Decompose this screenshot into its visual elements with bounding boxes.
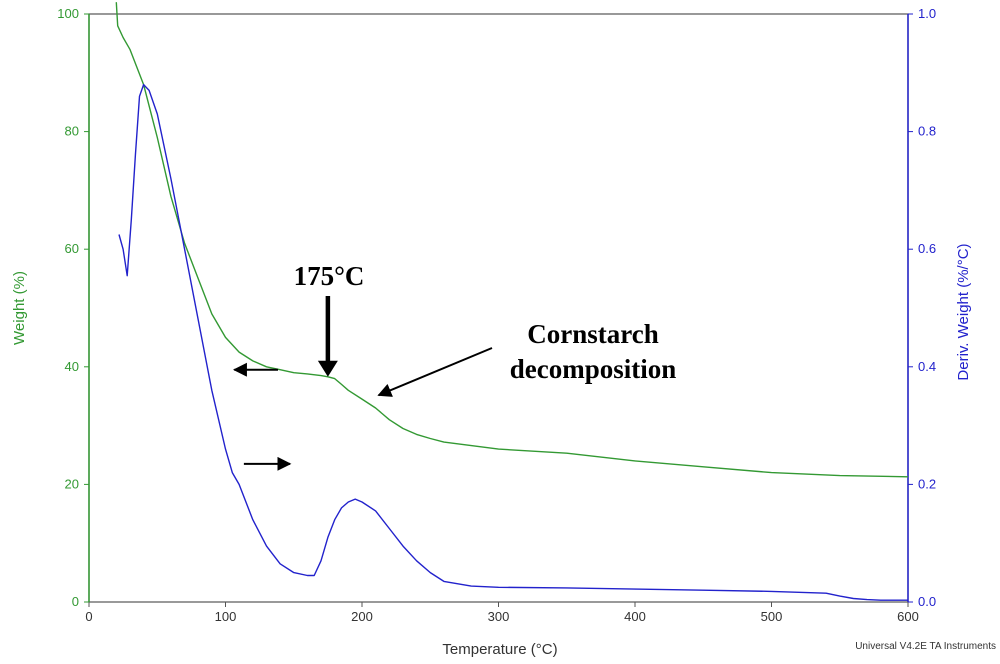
plot-frame — [88, 13, 909, 603]
derivative-curve — [118, 83, 908, 601]
x-tick-label: 500 — [761, 609, 783, 624]
weight-curve — [115, 2, 909, 478]
instrument-footer: Universal V4.2E TA Instruments — [855, 641, 996, 652]
y-right-tick-label: 0.0 — [918, 594, 936, 609]
x-tick-label: 300 — [488, 609, 510, 624]
peak-temperature-label: 175°C — [294, 261, 365, 291]
y-left-tick-label: 40 — [65, 359, 79, 374]
x-tick-label: 200 — [351, 609, 373, 624]
y-right-tick-label: 0.4 — [918, 359, 936, 374]
x-tick-label: 400 — [624, 609, 646, 624]
y-left-tick-label: 60 — [65, 241, 79, 256]
y-right-tick-label: 0.6 — [918, 241, 936, 256]
x-axis-title: Temperature (°C) — [442, 641, 557, 658]
y-left-tick-label: 100 — [57, 6, 79, 21]
y-right-axis-title: Deriv. Weight (%/°C) — [955, 243, 972, 380]
y-left-tick-label: 0 — [72, 594, 79, 609]
peak-arrow-head — [317, 360, 338, 377]
x-tick-label: 100 — [215, 609, 237, 624]
decomposition-arrow — [377, 347, 493, 397]
y-right-tick-label: 0.8 — [918, 124, 936, 139]
x-tick-label: 0 — [85, 609, 92, 624]
decomposition-label-line1: Cornstarch — [527, 319, 659, 349]
x-tick-label: 600 — [897, 609, 919, 624]
y-right-tick-label: 1.0 — [918, 6, 936, 21]
y-left-axis-title: Weight (%) — [11, 271, 28, 345]
decomposition-label-line2: decomposition — [510, 354, 677, 384]
y-left-tick-label: 20 — [65, 476, 79, 491]
y-left-tick-label: 80 — [65, 124, 79, 139]
y-right-tick-label: 0.2 — [918, 476, 936, 491]
